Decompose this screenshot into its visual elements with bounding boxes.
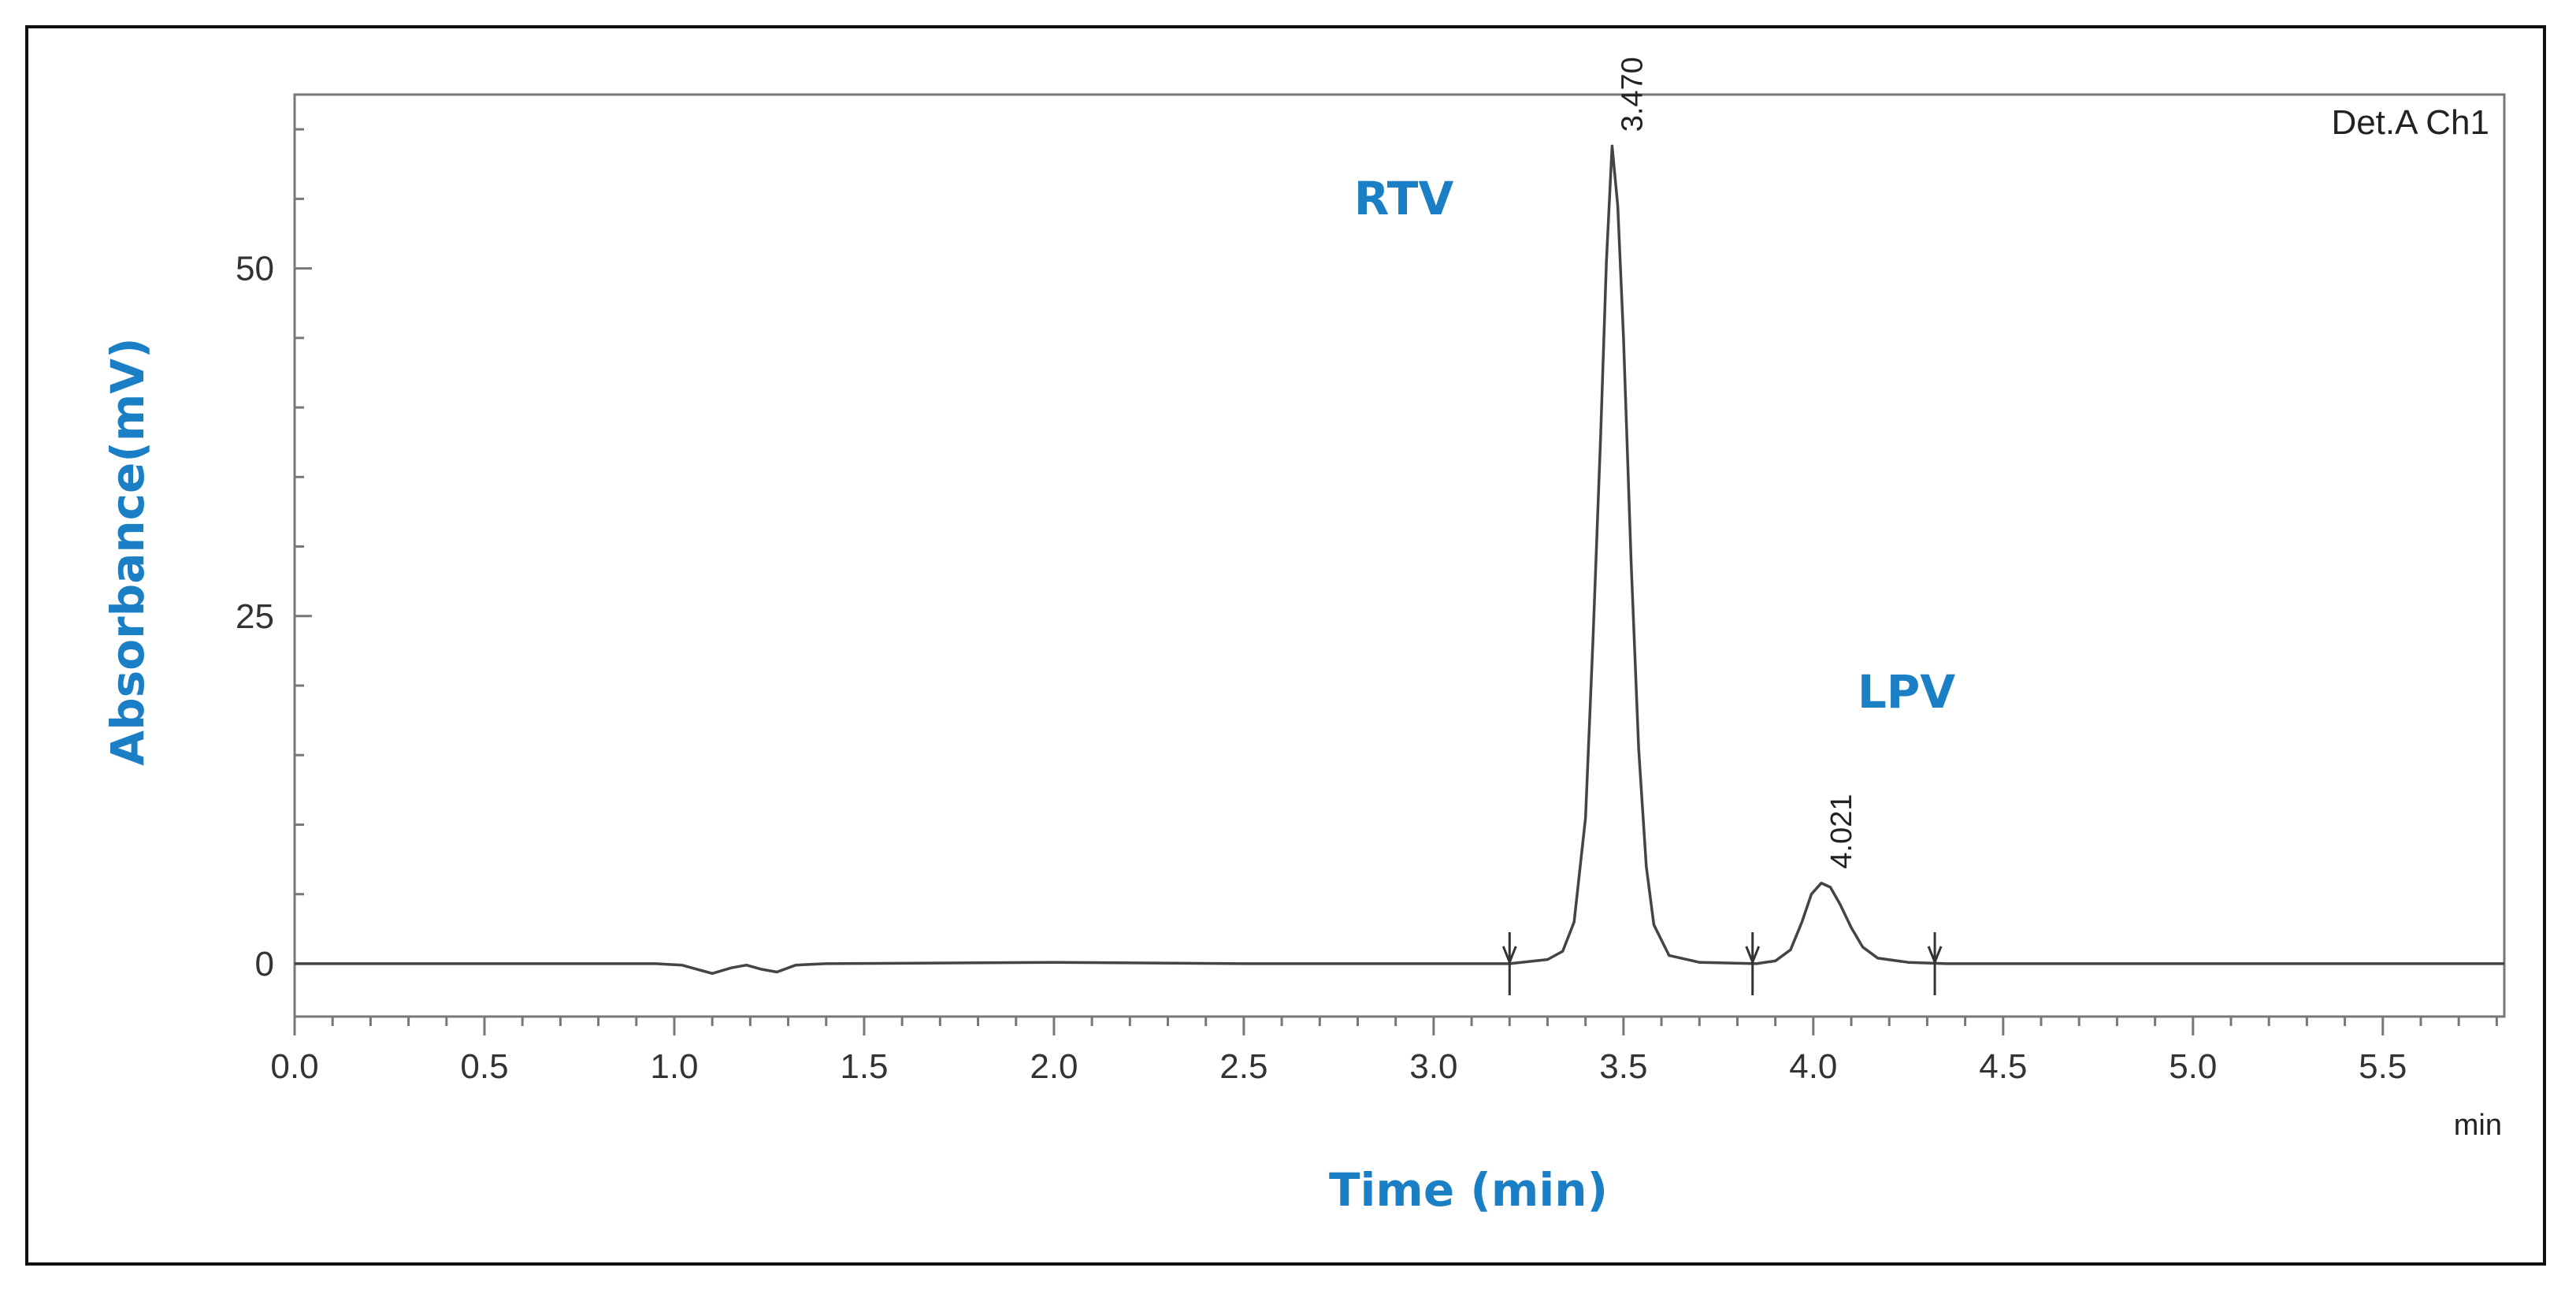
- figure-frame: [25, 25, 2546, 1266]
- y-tick-label: 50: [236, 250, 274, 288]
- x-tick-label: 0.5: [460, 1047, 508, 1086]
- peak-name-rtv: RTV: [1354, 172, 1454, 225]
- x-tick-label: 5.0: [2169, 1047, 2217, 1086]
- y-tick-label: 0: [255, 945, 274, 983]
- x-tick-label: 2.0: [1030, 1047, 1078, 1086]
- y-tick-label: 25: [236, 597, 274, 636]
- x-axis-unit: min: [2454, 1109, 2502, 1142]
- x-tick-label: 4.5: [1979, 1047, 2027, 1086]
- detector-label: Det.A Ch1: [2331, 103, 2489, 142]
- x-tick-label: 2.5: [1219, 1047, 1268, 1086]
- x-tick-label: 4.0: [1789, 1047, 1837, 1086]
- peak-retention-time-rtv: 3.470: [1616, 57, 1649, 132]
- x-axis-title: Time (min): [1329, 1163, 1608, 1217]
- x-tick-label: 0.0: [270, 1047, 318, 1086]
- peak-name-lpv: LPV: [1858, 665, 1955, 719]
- y-axis-title: Absorbance(mV): [101, 337, 154, 765]
- x-tick-label: 3.0: [1409, 1047, 1457, 1086]
- peak-retention-time-lpv: 4.021: [1825, 794, 1858, 868]
- x-axis-ticks: 0.0 0.5 1.0 1.5 2.0 2.5 3.0 3.5 4.0 4.5 5.0 5.5: [270, 1017, 2498, 1086]
- integration-arrow: [1927, 946, 1943, 965]
- x-tick-label: 3.5: [1599, 1047, 1647, 1086]
- x-tick-label: 5.5: [2359, 1047, 2407, 1086]
- integration-markers: [1501, 931, 1943, 995]
- x-tick-label: 1.0: [650, 1047, 698, 1086]
- plot-area: [293, 93, 2506, 1018]
- integration-arrow: [1745, 946, 1761, 965]
- y-axis-ticks: 0 25 50: [236, 128, 312, 983]
- chromatogram-trace: [295, 144, 2504, 976]
- x-tick-label: 1.5: [840, 1047, 888, 1086]
- integration-arrow: [1501, 946, 1517, 965]
